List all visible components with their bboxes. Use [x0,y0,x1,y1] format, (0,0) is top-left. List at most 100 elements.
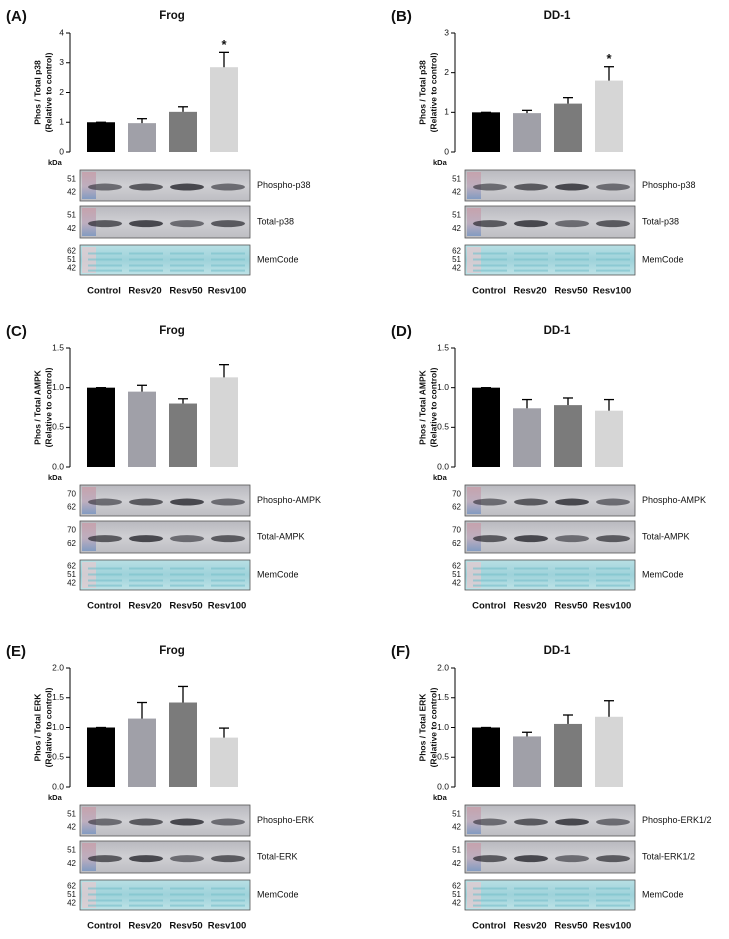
protein-stain [211,899,245,902]
y-axis-label: Phos / Total p38 [32,60,42,125]
marker-label: 42 [67,264,76,273]
marker-label: 51 [452,255,461,264]
strip-label: MemCode [257,254,299,264]
strip-label: Phospho-ERK [257,815,314,825]
protein-stain [596,584,630,587]
ladder-lane [467,523,481,551]
bar [513,736,541,787]
band [170,855,204,863]
protein-stain [129,579,163,582]
ladder-lane [467,172,481,199]
strip-label: Total-p38 [257,216,294,226]
marker-label: 51 [452,570,461,579]
y-axis-label: Phos / Total ERK [32,693,42,762]
marker-label: 42 [452,579,461,588]
protein-stain [88,904,122,907]
marker-label: 51 [67,211,76,220]
marker-label: 42 [67,859,76,868]
protein-stain [129,573,163,576]
ladder-lane [82,487,96,514]
protein-stain [129,893,163,896]
y-axis-label: (Relative to control) [43,687,53,767]
band [596,818,630,826]
chart-title: DD-1 [544,325,571,337]
bar [595,80,623,152]
error-bar [522,731,532,737]
protein-stain [88,893,122,896]
y-tick-label: 0 [59,146,64,156]
protein-stain [555,893,589,896]
y-tick-label: 1.0 [437,382,449,392]
y-tick-label: 1.0 [52,382,64,392]
protein-stain [473,584,507,587]
band [211,535,245,543]
bar [472,387,500,467]
band [596,498,630,506]
panel: (F) DD-1 Phos / Total ERK (Relative to cont… [391,643,712,932]
protein-stain [555,258,589,261]
protein-stain [88,258,122,261]
marker-label: 42 [452,899,461,908]
protein-stain [88,899,122,902]
bar [169,111,197,152]
band [555,220,589,228]
band [129,183,163,191]
protein-stain [596,579,630,582]
error-bar [137,701,147,719]
error-bar [522,398,532,409]
ladder-lane [467,843,481,871]
protein-stain [170,904,204,907]
kda-label: kDa [48,158,63,167]
protein-stain [596,258,630,261]
y-tick-label: 1.0 [437,722,449,732]
band [170,220,204,228]
band [473,818,507,826]
ladder-lane [82,807,96,834]
strip-label: Phospho-AMPK [642,495,706,505]
strip-label: MemCode [642,889,684,899]
error-bar [178,106,188,112]
error-bar [604,700,614,717]
error-bar [563,97,573,104]
bar [554,103,582,152]
strip-label: MemCode [642,254,684,264]
protein-stain [596,904,630,907]
error-bar [604,66,614,81]
bar [472,727,500,787]
y-tick-label: 2 [444,67,449,77]
protein-stain [88,887,122,890]
y-axis-label: Phos / Total ERK [417,693,427,762]
lane-label: Resv20 [128,921,161,932]
y-tick-label: 0.0 [437,781,449,791]
kda-label: kDa [48,473,63,482]
protein-stain [596,567,630,570]
protein-stain [88,269,122,272]
protein-stain [129,904,163,907]
protein-stain [514,579,548,582]
protein-stain [555,567,589,570]
error-bar [219,727,229,738]
band [211,855,245,863]
protein-stain [211,887,245,890]
bar [595,716,623,787]
lane-label: Resv50 [554,286,587,297]
band [211,818,245,826]
annotation: * [606,51,612,66]
marker-label: 42 [452,224,461,233]
marker-label: 51 [67,809,76,818]
protein-stain [211,584,245,587]
panel-label: (C) [6,323,27,340]
lane-label: Control [472,601,506,612]
panel: (E) Frog Phos / Total ERK (Relative to cont… [6,643,314,932]
band [129,498,163,506]
y-axis-label: Phos / Total AMPK [32,369,42,444]
protein-stain [514,899,548,902]
band [129,818,163,826]
band [211,498,245,506]
bar [128,391,156,467]
band [514,183,548,191]
protein-stain [473,252,507,255]
band [514,855,548,863]
lane-label: Resv20 [513,921,546,932]
